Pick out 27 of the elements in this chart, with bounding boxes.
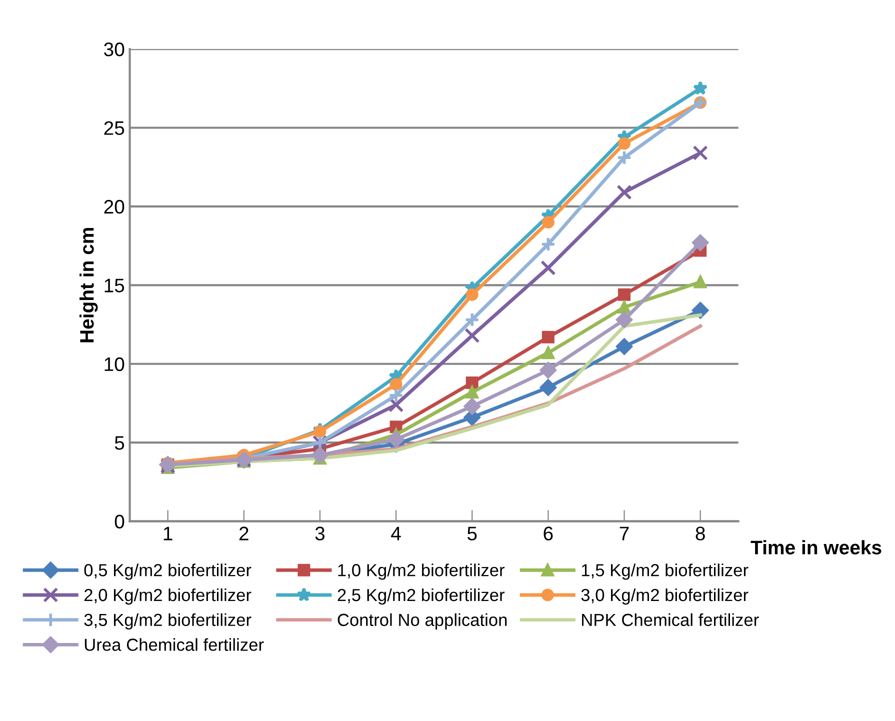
x-axis-title: Time in weeks [750,540,882,554]
x-tick-label: 3 [315,526,325,540]
legend-label: Urea Chemical fertilizer [84,638,264,651]
x-tick-label: 8 [696,526,705,540]
legend-label: 2,0 Kg/m2 biofertilizer [84,588,252,605]
legend-label: Control No application [338,613,507,630]
x-tick-label: 7 [620,526,629,540]
y-tick-label: 20 [104,200,124,214]
x-tick-label: 1 [164,526,172,540]
x-tick-label: 2 [239,526,248,540]
legend-label: 2,5 Kg/m2 biofertilizer [338,588,505,605]
y-tick-label: 25 [104,121,124,135]
y-tick-label: 10 [104,357,124,372]
x-tick-label: 4 [391,526,401,540]
y-axis-title: Height in cm [80,228,98,342]
x-tick-label: 5 [467,526,477,540]
legend-label: 3,0 Kg/m2 biofertilizer [581,588,748,605]
y-tick-label: 5 [114,436,124,450]
y-tick-label: 15 [104,278,124,292]
y-tick-label: 30 [104,42,124,56]
legend-label: 0,5 Kg/m2 biofertilizer [84,564,252,580]
legend-label: 1,5 Kg/m2 biofertilizer [582,564,748,580]
legend-label: NPK Chemical fertilizer [582,613,759,626]
legend-label: 1,0 Kg/m2 biofertilizer [338,564,505,580]
legend-label: 3,5 Kg/m2 biofertilizer [84,613,252,630]
x-tick-label: 6 [544,526,553,540]
y-tick-label: 0 [114,514,124,529]
